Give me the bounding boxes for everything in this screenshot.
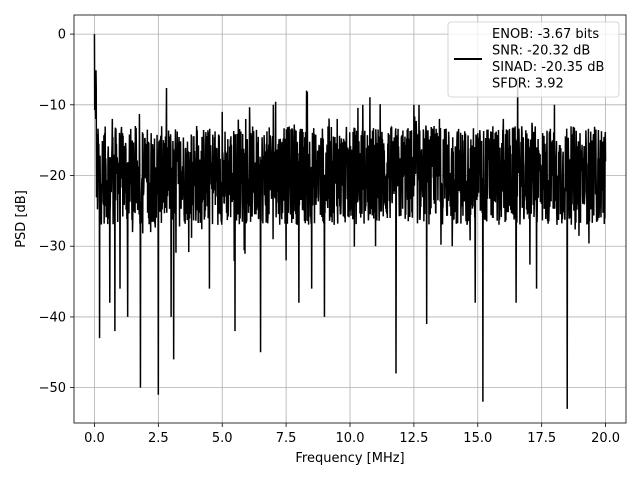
legend-box bbox=[447, 21, 620, 98]
y-tick-label: −10 bbox=[39, 98, 66, 113]
legend-enob-text: ENOB: -3.67 bits bbox=[492, 27, 599, 42]
y-tick-label: −50 bbox=[39, 381, 66, 396]
y-tick-label: −30 bbox=[39, 240, 66, 255]
x-tick-label: 2.5 bbox=[148, 431, 169, 446]
y-tick-label: −40 bbox=[39, 310, 66, 325]
x-tick-label: 17.5 bbox=[527, 431, 556, 446]
plot-area bbox=[93, 34, 607, 409]
x-tick-label: 15.0 bbox=[463, 431, 492, 446]
y-tick-label: 0 bbox=[58, 28, 66, 43]
legend-sinad-text: SINAD: -20.35 dB bbox=[492, 60, 604, 75]
legend: ENOB: -3.67 bits SNR: -20.32 dB SINAD: -… bbox=[447, 21, 620, 98]
legend-snr-text: SNR: -20.32 dB bbox=[492, 44, 590, 59]
x-tick-label: 20.0 bbox=[591, 431, 620, 446]
legend-sfdr-text: SFDR: 3.92 bbox=[492, 77, 564, 92]
x-tick-label: 5.0 bbox=[212, 431, 233, 446]
x-tick-label: 10.0 bbox=[336, 431, 365, 446]
axis-ticks: 0.0 2.5 5.0 7.5 10.0 12.5 15.0 17.5 20.0 0 −10 −20 −… bbox=[39, 28, 620, 446]
x-axis-label: Frequency [MHz] bbox=[295, 451, 404, 466]
x-tick-label: 12.5 bbox=[399, 431, 428, 446]
psd-series-line bbox=[93, 34, 607, 409]
y-tick-label: −20 bbox=[39, 169, 66, 184]
x-tick-label: 0.0 bbox=[84, 431, 105, 446]
x-tick-label: 7.5 bbox=[276, 431, 297, 446]
y-axis-label: PSD [dB] bbox=[14, 190, 29, 248]
